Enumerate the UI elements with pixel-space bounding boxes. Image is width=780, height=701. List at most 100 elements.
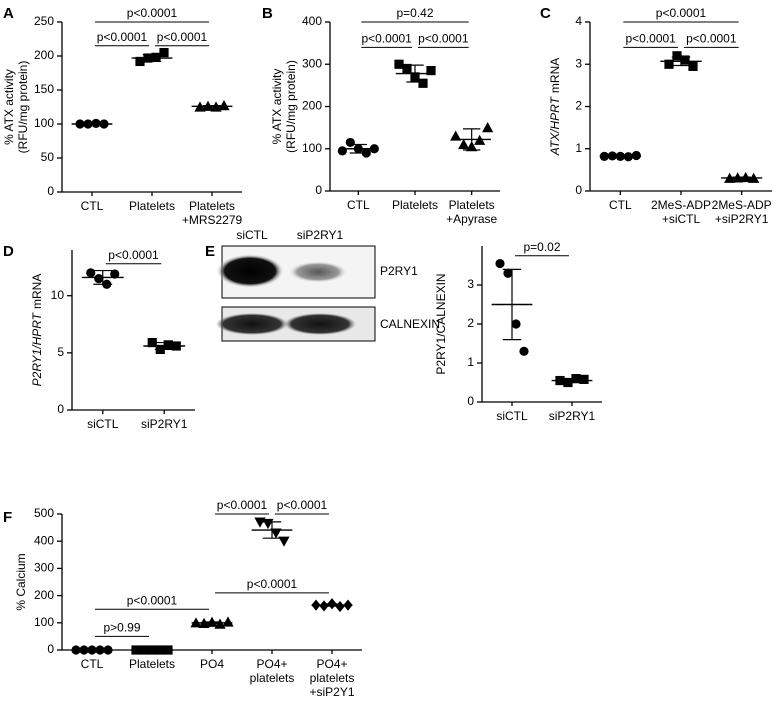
y-axis-label-text: P2RY1/CALNEXIN [434, 273, 448, 374]
data-point [482, 122, 494, 133]
p-value-label: p<0.0001 [127, 593, 178, 607]
panel-letter: C [540, 5, 551, 22]
y-tick-label: 200 [34, 48, 54, 62]
x-tick-label: platelets [310, 671, 355, 685]
y-axis-label: P2RY1/HPRT mRNA [30, 274, 44, 387]
y-axis-label: % Calcium [14, 553, 28, 610]
data-point [402, 63, 412, 74]
p-value-label: p<0.0001 [127, 6, 178, 20]
band-label: CALNEXIN [380, 317, 440, 331]
lane-label: siP2RY1 [297, 228, 344, 242]
p-value-label: p=0.02 [523, 240, 560, 254]
x-tick-label: siCTL [87, 417, 119, 431]
y-axis-label: (RFU/mg protein) [16, 61, 30, 154]
p-value-label: p<0.0001 [686, 32, 737, 46]
x-tick-label: 2MeS-ADP [712, 198, 772, 212]
p-value-label: p<0.0001 [108, 248, 159, 262]
data-point [426, 65, 436, 76]
y-tick-label: 0 [467, 394, 474, 408]
x-tick-label: +siP2RY1 [715, 212, 769, 226]
data-point [458, 138, 470, 150]
x-tick-label: Platelets [392, 198, 438, 212]
chart-panel: F 0 100 200 300 400 500 % Calcium CTL Platelets PO… [3, 498, 362, 699]
data-point [495, 258, 505, 269]
y-axis-label: % ATX activity [270, 69, 284, 145]
x-tick-label: 2MeS-ADP [651, 198, 711, 212]
y-tick-label: 150 [34, 82, 54, 96]
y-tick-label: 0 [57, 402, 64, 416]
chart-panel: B 0 100 200 300 400 % ATX activity (RFU/mg prot… [262, 5, 500, 226]
panel-letter: E [205, 243, 215, 260]
p-value-label: p<0.0001 [217, 498, 268, 512]
y-axis-label-text: mRNA [30, 274, 44, 309]
data-point [94, 273, 104, 284]
y-axis-label-gene: P2RY1/HPRT [30, 311, 44, 386]
lane-label: siCTL [236, 228, 268, 242]
blot-band [284, 313, 356, 335]
y-tick-label: 200 [34, 588, 54, 602]
x-tick-label: +MRS2279 [182, 213, 243, 227]
x-tick-label: siCTL [496, 409, 528, 423]
x-tick-label: CTL [81, 199, 104, 213]
y-tick-label: 0 [47, 184, 54, 198]
y-tick-label: 300 [302, 56, 322, 70]
p-value-label: p<0.0001 [247, 577, 298, 591]
blot-band [216, 254, 284, 288]
x-tick-label: CTL [609, 198, 632, 212]
data-point [270, 528, 282, 539]
x-tick-label: Platelets [189, 199, 235, 213]
data-point [159, 48, 169, 58]
p-value-label: p<0.0001 [157, 30, 208, 44]
p-value-label: p>0.99 [103, 621, 140, 635]
y-tick-label: 250 [34, 14, 54, 28]
panel-letter: F [3, 509, 12, 526]
y-axis-label: P2RY1/CALNEXIN [434, 273, 448, 374]
data-point [254, 517, 266, 528]
x-tick-label: PO4+ [316, 657, 347, 671]
x-tick-label: +Apyrase [446, 212, 497, 226]
x-tick-label: CTL [81, 657, 104, 671]
data-point [278, 536, 290, 547]
y-tick-label: 300 [34, 561, 54, 575]
x-tick-label: siP2RY1 [141, 417, 188, 431]
y-tick-label: 400 [302, 14, 322, 28]
western-blot: E siCTL siP2RY1 P2RY1 CALNEXIN [205, 228, 440, 342]
x-tick-label: CTL [347, 198, 370, 212]
y-tick-label: 2 [467, 316, 474, 330]
chart-panel: D 0 5 10 P2RY1/HPRT mRNA siCTL siP2RY1 p<0.0001 [3, 243, 195, 431]
x-tick-label: Platelets [129, 199, 175, 213]
data-point [110, 269, 120, 279]
data-point [394, 59, 404, 69]
data-point [450, 130, 462, 141]
p-value-label: p<0.0001 [277, 498, 328, 512]
data-point [664, 59, 674, 69]
x-tick-label: PO4 [200, 657, 224, 671]
data-point [680, 55, 690, 65]
y-tick-label: 5 [57, 345, 64, 359]
p-value-label: p<0.0001 [656, 6, 707, 20]
y-tick-label: 4 [575, 14, 582, 28]
data-point [688, 61, 698, 71]
panel-letter: D [3, 243, 14, 260]
y-tick-label: 3 [467, 277, 474, 291]
p-value-label: p<0.0001 [625, 32, 676, 46]
x-tick-label: +siP2Y1 [309, 685, 354, 699]
y-tick-label: 100 [34, 615, 54, 629]
p-value-label: p<0.0001 [361, 32, 412, 46]
y-tick-label: 2 [575, 99, 582, 113]
data-point [579, 374, 589, 384]
y-axis-label-text: % Calcium [14, 553, 28, 610]
p-value-label: p=0.42 [396, 6, 433, 20]
y-tick-label: 0 [47, 642, 54, 656]
y-tick-label: 1 [467, 355, 474, 369]
y-axis-label: % ATX activity [2, 69, 16, 145]
y-tick-label: 10 [51, 288, 65, 302]
p-value-label: p<0.0001 [97, 30, 148, 44]
x-tick-label: PO4+ [256, 657, 287, 671]
x-tick-label: platelets [250, 671, 295, 685]
p-value-label: p<0.0001 [418, 32, 469, 46]
x-tick-label: siP2RY1 [549, 409, 596, 423]
data-point [511, 319, 521, 329]
data-point [218, 100, 230, 111]
